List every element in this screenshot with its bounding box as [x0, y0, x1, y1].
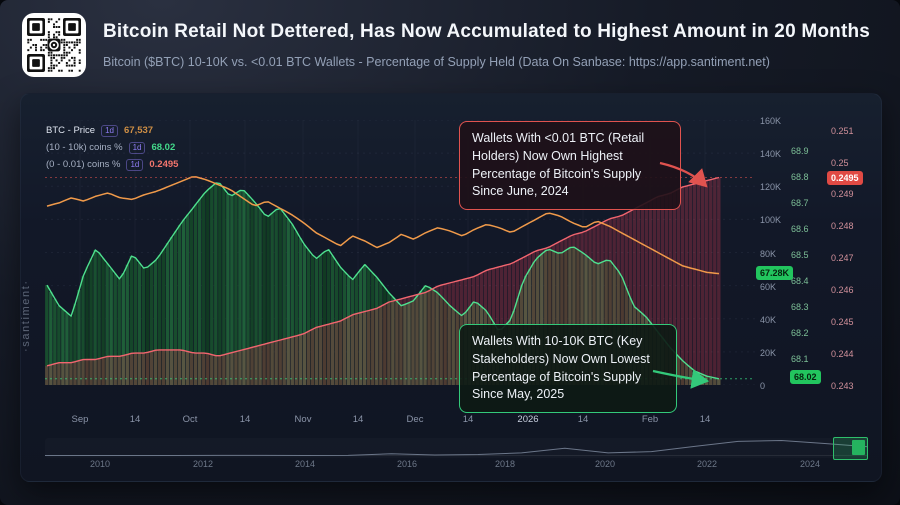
red-axis-tick: 0.247	[831, 253, 854, 264]
nav-year-label: 2020	[594, 459, 616, 469]
x-axis-tick: 14	[129, 414, 141, 425]
legend-label-price: BTC - Price	[46, 125, 96, 136]
chart-legend: BTC - Price 1d 67,537 (10 - 10k) coins %…	[46, 122, 178, 173]
qr-code	[22, 13, 86, 77]
red-axis-tick: 0.245	[831, 317, 854, 328]
x-axis-tick: Nov	[294, 414, 312, 425]
price-axis-tick: 40K	[760, 314, 777, 325]
navigator-selection-window[interactable]	[833, 437, 868, 460]
qr-code-pattern	[27, 18, 81, 72]
legend-value-price: 67,537	[124, 125, 154, 136]
red-axis-tick: 0.243	[831, 381, 854, 391]
price-axis-tick: 20K	[760, 347, 777, 358]
x-axis-tick: Dec	[406, 414, 424, 425]
nav-year-label: 2024	[799, 459, 821, 469]
supply-0-001-line	[46, 176, 720, 367]
page-subtitle: Bitcoin ($BTC) 10-10K vs. <0.01 BTC Wall…	[103, 55, 770, 69]
price-axis-tick: 160K	[760, 116, 782, 126]
green-axis-tick: 68.7	[791, 197, 809, 208]
interval-badge[interactable]: 1d	[126, 158, 144, 171]
green-value-badge: 68.02	[790, 370, 821, 384]
santiment-watermark: ·santiment·	[20, 279, 32, 352]
interval-badge[interactable]: 1d	[128, 141, 146, 154]
legend-item-10-10k[interactable]: (10 - 10k) coins % 1d 68.02	[46, 139, 178, 156]
nav-year-label: 2016	[396, 459, 418, 469]
nav-year-label: 2022	[696, 459, 718, 469]
green-axis-tick: 68.6	[791, 223, 809, 234]
x-axis-tick: Feb	[641, 414, 659, 425]
supply-10-10k-line	[46, 182, 720, 380]
btc-price-line	[46, 176, 720, 275]
price-axis-tick: 80K	[760, 248, 777, 259]
green-axis-tick: 68.1	[791, 353, 809, 364]
red-axis-tick: 0.244	[831, 349, 854, 360]
price-axis-tick: 120K	[760, 182, 782, 193]
green-axis-tick: 68.3	[791, 301, 809, 312]
nav-year-label: 2014	[294, 459, 316, 469]
nav-year-label: 2010	[89, 459, 111, 469]
x-axis-tick: 14	[239, 414, 251, 425]
x-axis-tick: Sep	[71, 414, 89, 425]
x-axis-tick: 14	[462, 414, 474, 425]
red-axis-tick: 0.251	[831, 125, 854, 136]
green-axis-tick: 68.9	[791, 145, 809, 156]
legend-label-0-001: (0 - 0.01) coins %	[46, 159, 121, 170]
red-axis-tick: 0.249	[831, 189, 854, 200]
nav-year-label: 2018	[494, 459, 516, 469]
interval-badge[interactable]: 1d	[101, 124, 118, 137]
red-value-badge: 0.2495	[827, 171, 863, 185]
red-axis-tick: 0.246	[831, 285, 854, 296]
legend-label-10-10k: (10 - 10k) coins %	[46, 142, 123, 153]
green-axis-tick: 68.4	[791, 275, 809, 286]
green-axis-tick: 68.5	[791, 249, 809, 260]
red-axis-tick: 0.25	[831, 157, 849, 168]
price-value-badge: 67.28K	[756, 266, 794, 280]
price-axis-tick: 0	[760, 381, 766, 391]
x-axis-tick: 2026	[517, 414, 539, 425]
price-supply-chart[interactable]	[45, 120, 755, 385]
legend-item-price[interactable]: BTC - Price 1d 67,537	[46, 122, 178, 139]
page-title: Bitcoin Retail Not Dettered, Has Now Acc…	[103, 21, 871, 42]
red-axis-tick: 0.248	[831, 221, 854, 232]
green-axis-tick: 68.2	[791, 327, 809, 338]
nav-year-label: 2012	[192, 459, 214, 469]
navigator-selection-handle[interactable]	[852, 440, 865, 455]
price-axis-tick: 60K	[760, 281, 777, 292]
green-axis-tick: 68.8	[791, 171, 809, 182]
retail-annotation: Wallets With <0.01 BTC (Retail Holders) …	[459, 121, 681, 210]
x-axis-tick: Oct	[182, 414, 198, 425]
x-axis-tick: 14	[699, 414, 711, 425]
legend-item-0-001[interactable]: (0 - 0.01) coins % 1d 0.2495	[46, 156, 178, 173]
stakeholders-annotation: Wallets With 10-10K BTC (Key Stakeholder…	[459, 324, 677, 413]
x-axis-tick: 14	[352, 414, 364, 425]
legend-value-10-10k: 68.02	[151, 142, 176, 153]
timeline-navigator[interactable]	[45, 438, 868, 458]
x-axis-tick: 14	[577, 414, 589, 425]
legend-value-0-001: 0.2495	[149, 159, 179, 170]
price-axis-tick: 100K	[760, 215, 782, 226]
price-axis-tick: 140K	[760, 149, 782, 160]
